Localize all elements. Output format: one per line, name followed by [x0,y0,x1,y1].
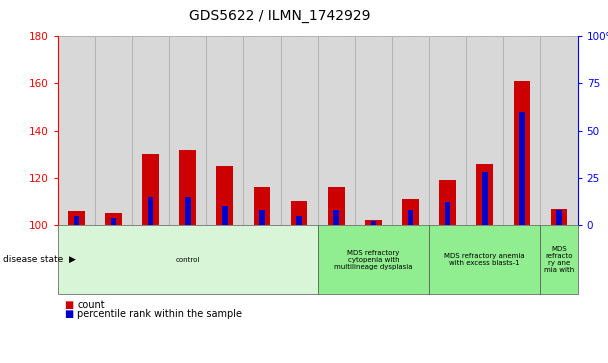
Text: percentile rank within the sample: percentile rank within the sample [77,309,242,319]
Bar [556,210,562,225]
Bar [355,36,392,225]
Text: disease state  ▶: disease state ▶ [3,255,76,264]
Text: MDS refractory
cytopenia with
multilineage dysplasia: MDS refractory cytopenia with multilinea… [334,249,413,270]
Text: GDS5622 / ILMN_1742929: GDS5622 / ILMN_1742929 [189,9,370,23]
Bar [132,36,169,225]
Bar [254,187,271,225]
Bar [185,197,190,225]
Bar [206,36,243,225]
Bar [169,36,206,225]
Text: ■: ■ [64,309,73,319]
Bar [365,220,382,225]
Bar [95,36,132,225]
Bar [291,201,308,225]
Bar [328,187,345,225]
Bar [105,213,122,225]
Bar [371,221,376,225]
Bar [477,164,493,225]
Text: control: control [176,257,200,262]
Bar [514,81,530,225]
Bar [402,199,419,225]
Bar [259,210,264,225]
Bar [519,112,525,225]
Text: MDS refractory anemia
with excess blasts-1: MDS refractory anemia with excess blasts… [444,253,525,266]
Text: ■: ■ [64,300,73,310]
Bar [333,210,339,225]
Bar [466,36,503,225]
Bar [541,36,578,225]
Bar [111,217,116,225]
Text: count: count [77,300,105,310]
Bar [445,203,451,225]
Bar [551,208,567,225]
Bar [392,36,429,225]
Bar [482,172,488,225]
Bar [216,166,233,225]
Bar [222,206,227,225]
Bar [429,36,466,225]
Bar [280,36,317,225]
Bar [68,211,85,225]
Bar [179,150,196,225]
Bar [503,36,541,225]
Bar [440,180,456,225]
Bar [317,36,355,225]
Bar [148,197,153,225]
Bar [243,36,280,225]
Bar [142,154,159,225]
Bar [408,210,413,225]
Bar [296,216,302,225]
Bar [58,36,95,225]
Text: MDS
refracto
ry ane
mia with: MDS refracto ry ane mia with [544,246,574,273]
Bar [74,216,79,225]
